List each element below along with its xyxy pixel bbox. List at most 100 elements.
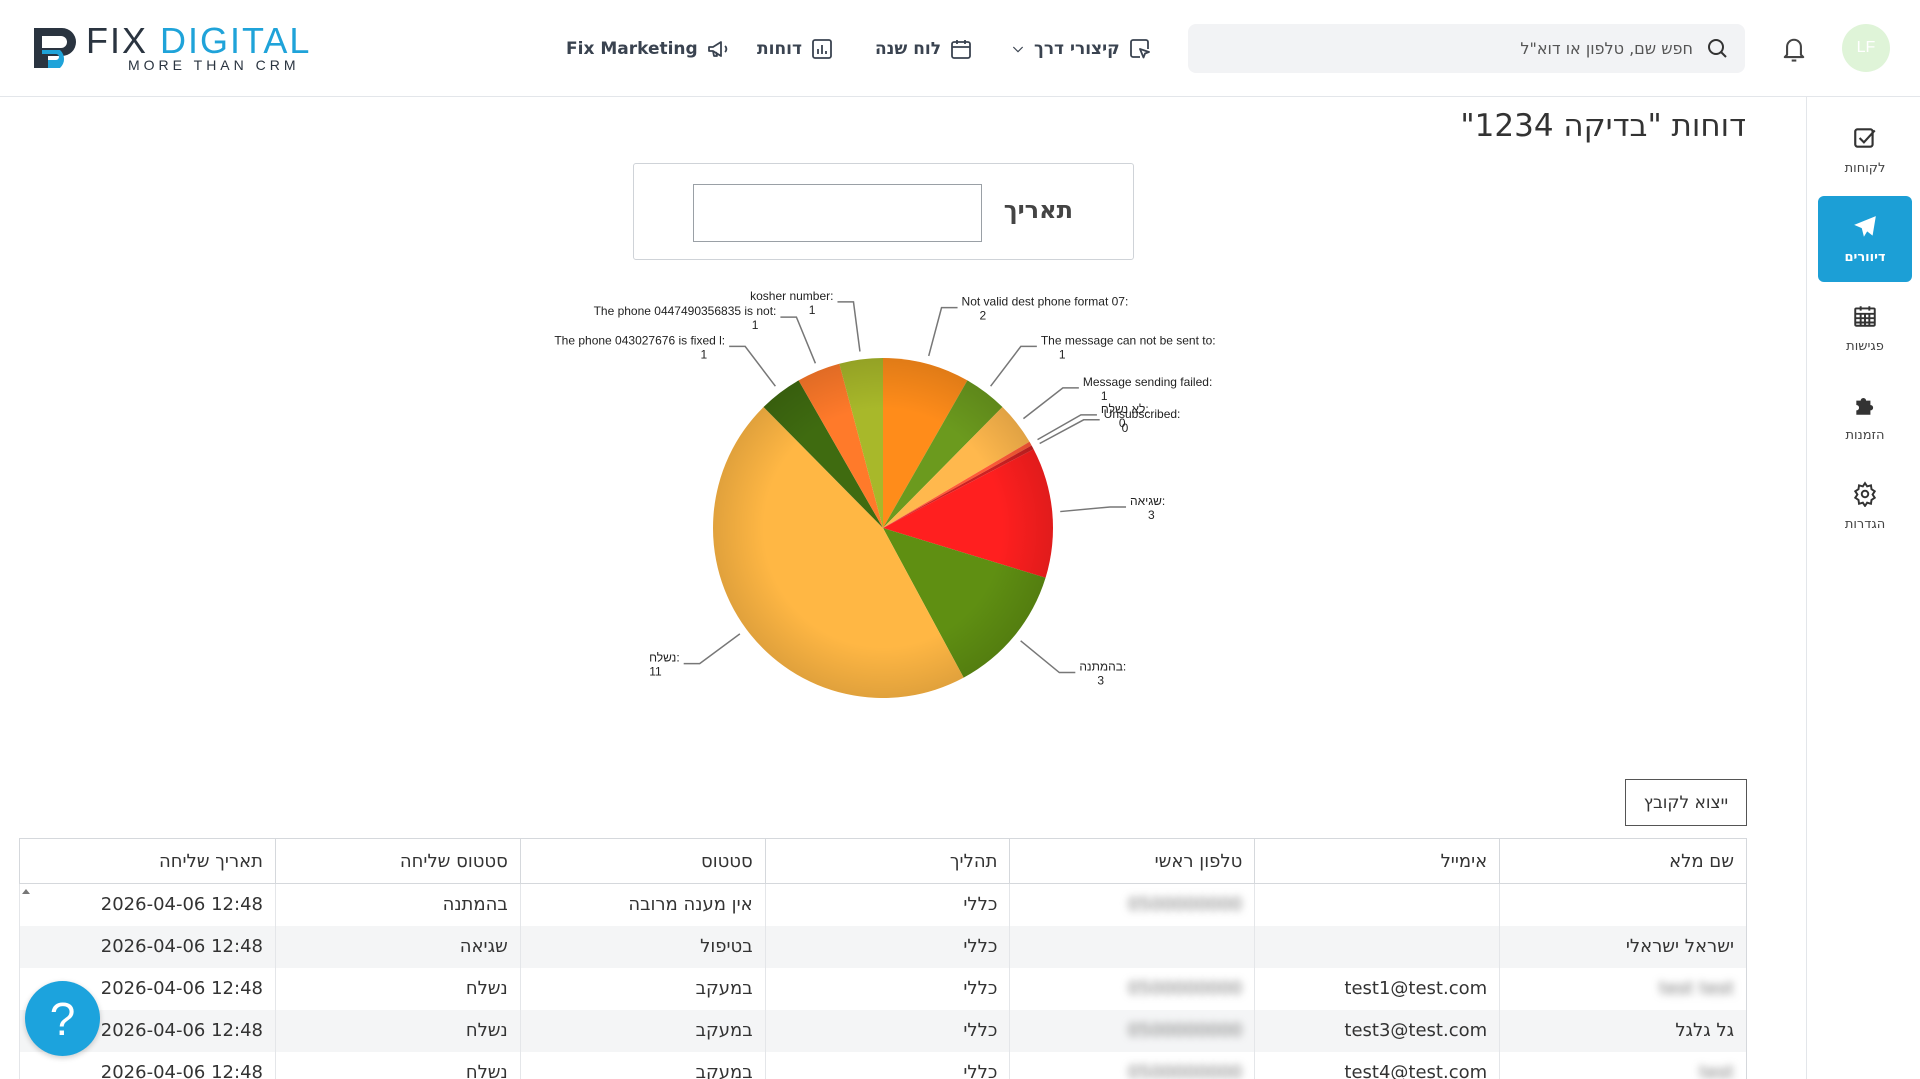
- cell-send-status: נשלח: [274, 1051, 521, 1079]
- pie-label-connector: [837, 301, 861, 352]
- logo-mark-icon: [34, 28, 76, 68]
- cell-process-text: כללי: [963, 978, 998, 999]
- recipients-table: שם מלא אימייל טלפון ראשי תהליך סטטוס סטט…: [19, 838, 1747, 1079]
- chevron-down-icon: [1012, 46, 1024, 53]
- table-row[interactable]: test test4@test.com 0500000000 כללי במעקב נשל…: [19, 1051, 1747, 1079]
- cell-email: test4@test.com: [1254, 1051, 1500, 1079]
- cell-phone: 0500000000: [1009, 1051, 1255, 1079]
- cell-send-date: 2026-04-06 12:48: [19, 925, 276, 968]
- nav-fix-marketing-label: Fix Marketing: [566, 39, 698, 59]
- cursor-click-icon: [1129, 39, 1150, 59]
- pie-slice-value: 1: [809, 303, 816, 317]
- column-header-phone[interactable]: טלפון ראשי: [1009, 838, 1255, 884]
- sidebar-item-orders[interactable]: הזמנות: [1818, 374, 1912, 460]
- pie-slice-value: 2: [980, 309, 987, 323]
- pie-slice-label: kosher number:: [750, 289, 833, 303]
- pie-slice-value: 3: [1097, 674, 1104, 688]
- pie-label-connector: [990, 345, 1037, 387]
- user-avatar[interactable]: LF: [1842, 24, 1890, 72]
- cell-full-name: ישראל ישראלי: [1499, 925, 1747, 968]
- nav-calendar[interactable]: לוח שנה: [875, 36, 973, 62]
- pie-label-connector: [1020, 640, 1076, 674]
- gear-icon: [1853, 480, 1877, 507]
- app-logo[interactable]: FIX DIGITAL MORE THAN CRM: [28, 20, 348, 74]
- sidebar-item-label: לקוחות: [1844, 160, 1886, 176]
- sidebar-item-mailings[interactable]: דיוורים: [1818, 196, 1912, 282]
- table-header-row: שם מלא אימייל טלפון ראשי תהליך סטטוס סטט…: [19, 838, 1747, 884]
- sidebar-item-meetings[interactable]: פגישות: [1818, 285, 1912, 371]
- cell-phone: [1009, 925, 1255, 968]
- column-header-email[interactable]: אימייל: [1254, 838, 1500, 884]
- column-header-full-name[interactable]: שם מלא: [1499, 838, 1747, 884]
- table-row[interactable]: ישראל ישראלי כללי בטיפול שגיאה 2026-04-06 12…: [19, 925, 1747, 968]
- cell-send-status-text: נשלח: [465, 978, 508, 999]
- cell-email: test1@test.com: [1254, 967, 1500, 1010]
- pie-slice-label: Message sending failed:: [1083, 375, 1212, 389]
- cell-phone: 0500000000: [1009, 967, 1255, 1010]
- mailing-status-pie-chart: Not valid dest phone format 07:2 The mess…: [554, 289, 1216, 698]
- pie-slice-value: 0: [1119, 416, 1126, 430]
- column-header-send-status[interactable]: סטטוס שליחה: [274, 838, 521, 884]
- pie-slice-value: 11: [649, 665, 662, 679]
- cell-full-name-text: ישראל ישראלי: [1625, 936, 1734, 957]
- search-input[interactable]: [1233, 24, 1693, 73]
- puzzle-icon: [1856, 397, 1874, 415]
- table-row[interactable]: 0500000000 כללי אין מענה מרובה בהמתנה 2026-0…: [19, 883, 1747, 926]
- cell-full-name: test test: [1499, 967, 1747, 1010]
- sidebar-item-customers[interactable]: לקוחות: [1818, 107, 1912, 193]
- search-bar[interactable]: [1188, 24, 1745, 73]
- pie-slice-value: 1: [700, 347, 707, 361]
- cell-process-text: כללי: [963, 1061, 998, 1079]
- cell-phone-text: 0500000000: [1127, 894, 1243, 916]
- cell-status-text: בטיפול: [700, 936, 753, 957]
- nav-reports[interactable]: דוחות: [757, 36, 834, 62]
- scroll-up-arrow-icon[interactable]: [21, 887, 31, 895]
- cell-phone-text: 0500000000: [1127, 1020, 1243, 1041]
- help-button[interactable]: ?: [25, 981, 100, 1056]
- megaphone-icon: [707, 41, 727, 57]
- search-icon[interactable]: [1705, 36, 1729, 60]
- pie-slice-value: 1: [752, 318, 759, 332]
- cell-send-status: נשלח: [274, 1009, 521, 1052]
- pie-slice-value: 1: [1101, 389, 1108, 403]
- sidebar-item-label: דיוורים: [1844, 249, 1886, 265]
- cell-send-status-text: נשלח: [465, 1020, 508, 1041]
- cell-process-text: כללי: [963, 1020, 998, 1041]
- pie-slice-value: 1: [1059, 347, 1066, 361]
- cell-process: כללי: [764, 925, 1010, 968]
- column-header-status[interactable]: סטטוס: [519, 838, 766, 884]
- cell-send-status-text: בהמתנה: [442, 894, 508, 916]
- cell-phone-text: 0500000000: [1127, 978, 1243, 999]
- cell-full-name: גל גלגל: [1499, 1009, 1747, 1052]
- cell-phone-text: 0500000000: [1127, 1061, 1243, 1079]
- calendar-icon: [951, 40, 971, 59]
- pie-slice-value: 0: [1122, 421, 1129, 435]
- nav-fix-marketing[interactable]: Fix Marketing: [566, 36, 730, 62]
- date-filter-input[interactable]: [693, 184, 982, 242]
- pie-label-connector: [729, 345, 776, 387]
- sidebar-item-settings[interactable]: הגדרות: [1818, 463, 1912, 549]
- cell-send-date-text: 2026-04-06 12:48: [100, 1020, 263, 1041]
- export-to-file-button[interactable]: ייצוא לקובץ: [1625, 779, 1747, 826]
- cell-status: במעקב: [519, 967, 766, 1010]
- cell-email-text: test1@test.com: [1344, 978, 1488, 999]
- pie-label-connector: [1022, 387, 1079, 420]
- cell-status: במעקב: [519, 1009, 766, 1052]
- pie-slice-label: Unsubscribed:: [1104, 407, 1181, 421]
- table-row[interactable]: test test test1@test.com 0500000000 כללי במע…: [19, 967, 1747, 1010]
- bell-icon[interactable]: [1780, 34, 1808, 64]
- paper-plane-icon: [1854, 215, 1876, 237]
- cell-process-text: כללי: [963, 936, 998, 957]
- nav-calendar-label: לוח שנה: [875, 39, 941, 59]
- nav-reports-label: דוחות: [757, 39, 802, 59]
- nav-shortcuts[interactable]: קיצורי דרך: [1010, 36, 1152, 62]
- cell-email-text: test3@test.com: [1344, 1020, 1488, 1041]
- column-header-process[interactable]: תהליך: [764, 838, 1010, 884]
- cell-full-name: test: [1499, 1051, 1747, 1079]
- cell-process: כללי: [764, 1051, 1010, 1079]
- page-title: דוחות "בדיקה 1234": [1460, 108, 1746, 144]
- table-row[interactable]: גל גלגל test3@test.com 0500000000 כללי במעקב…: [19, 1009, 1747, 1052]
- cell-email-text: test4@test.com: [1344, 1061, 1488, 1079]
- column-header-send-date[interactable]: תאריך שליחה: [19, 838, 276, 884]
- cell-full-name: [1499, 883, 1747, 926]
